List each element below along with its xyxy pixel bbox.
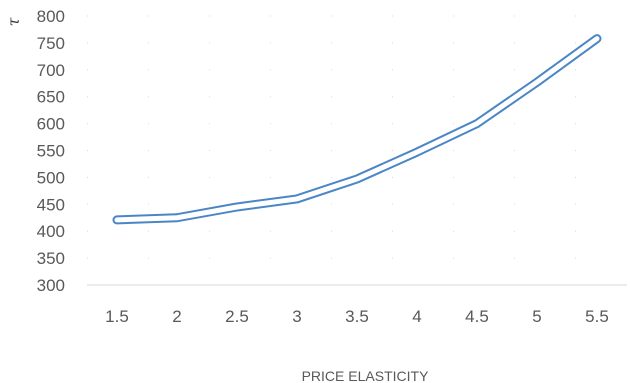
x-tick-label: 3.5	[345, 307, 369, 326]
y-tick-label: 550	[37, 142, 65, 161]
x-tick-label: 5	[532, 307, 541, 326]
series-line-outer	[112, 34, 602, 225]
y-tick-label: 650	[37, 88, 65, 107]
y-tick-label: 350	[37, 249, 65, 268]
series-line-inner	[114, 36, 600, 223]
series-lines	[112, 34, 602, 225]
x-axis-title: PRICE ELASTICITY	[302, 368, 429, 383]
x-tick-label: 2.5	[225, 307, 249, 326]
x-tick-label: 1.5	[105, 307, 129, 326]
y-tick-label: 500	[37, 168, 65, 187]
y-tick-label: 450	[37, 195, 65, 214]
x-tick-label: 5.5	[585, 307, 609, 326]
x-axis-ticks: 1.5 2 2.5 3 3.5 4 4.5 5 5.5	[105, 307, 609, 326]
x-tick-label: 2	[172, 307, 181, 326]
y-tick-label: 750	[37, 34, 65, 53]
y-tick-label: 800	[37, 7, 65, 26]
y-tick-label: 400	[37, 222, 65, 241]
x-tick-label: 4.5	[465, 307, 489, 326]
y-axis-label: τ	[4, 16, 23, 26]
gridlines	[87, 15, 627, 286]
y-tick-label: 700	[37, 61, 65, 80]
x-tick-label: 4	[412, 307, 421, 326]
y-axis-ticks: 300 350 400 450 500 550 600 650 700 750 800	[37, 7, 65, 295]
y-tick-label: 600	[37, 115, 65, 134]
y-tick-label: 300	[37, 276, 65, 295]
x-tick-label: 3	[292, 307, 301, 326]
